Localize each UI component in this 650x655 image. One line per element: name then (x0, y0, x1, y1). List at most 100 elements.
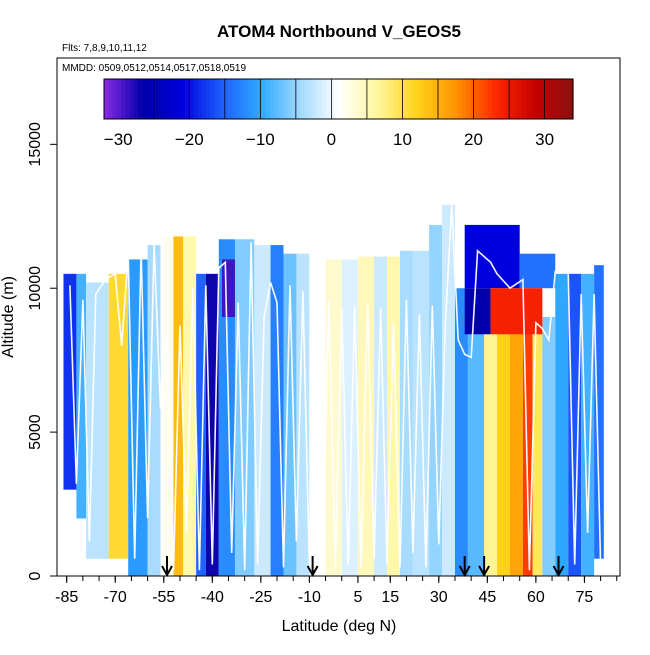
colorbar-swatch (415, 79, 421, 119)
colorbar-swatch (436, 79, 442, 119)
colorbar-swatch (364, 79, 369, 119)
colorbar-swatch (368, 79, 374, 119)
colorbar-swatch (278, 79, 284, 119)
colorbar-swatch (376, 79, 382, 119)
colorbar-swatch (223, 79, 229, 119)
colorbar-swatch (197, 79, 203, 119)
colorbar-swatch (466, 79, 472, 119)
heatmap-cell (309, 259, 326, 576)
colorbar-swatch (547, 79, 553, 119)
colorbar-tick-label: 20 (464, 130, 483, 149)
colorbar-swatch (453, 79, 459, 119)
x-tick-label: 15 (381, 589, 399, 606)
colorbar-swatch (445, 79, 450, 119)
colorbar-swatch (244, 79, 250, 119)
colorbar-swatch (193, 79, 199, 119)
flights-note: Flts: 7,8,9,10,11,12 (62, 43, 147, 54)
colorbar-swatch (104, 79, 109, 119)
x-tick-label: -10 (298, 589, 321, 606)
y-tick-label: 10000 (27, 266, 44, 311)
colorbar-swatch (321, 79, 327, 119)
x-axis-label: Latitude (deg N) (282, 618, 397, 635)
colorbar-swatch (423, 79, 429, 119)
location-arrows (161, 556, 565, 578)
x-tick-label: -85 (55, 589, 78, 606)
flight-tracks (69, 204, 602, 571)
colorbar-swatch (159, 79, 165, 119)
x-tick-label: 45 (478, 589, 496, 606)
colorbar-swatch (150, 79, 156, 119)
arrow-marker (458, 556, 471, 578)
heatmap-cell (522, 331, 533, 576)
x-tick-label: 5 (353, 589, 362, 606)
colorbar-swatch (283, 79, 288, 119)
colorbar-swatch (517, 79, 523, 119)
colorbar-swatch (219, 79, 224, 119)
heatmap-cell (542, 317, 556, 576)
colorbar-swatch (312, 79, 318, 119)
x-tick-label: 60 (527, 589, 545, 606)
colorbar-swatch (329, 79, 335, 119)
colorbar-swatch (513, 79, 519, 119)
colorbar-tick-label: −20 (175, 130, 204, 149)
plot-frame (56, 57, 621, 577)
heatmap-cell (387, 256, 400, 576)
colorbar-swatch (163, 79, 169, 119)
colorbar-swatch (304, 79, 310, 119)
colorbar-swatch (295, 79, 301, 119)
heatmap-cell (254, 245, 271, 577)
colorbar-swatch (155, 79, 161, 119)
heatmap-cell (86, 282, 109, 559)
colorbar-swatch (185, 79, 190, 119)
heatmap-cell (205, 273, 219, 576)
colorbar-swatch (206, 79, 212, 119)
heatmap-cells (63, 204, 604, 577)
heatmap-cell (108, 273, 129, 559)
heatmap-cell (490, 288, 543, 335)
colorbar-swatch (402, 79, 408, 119)
heatmap-cell (196, 273, 206, 576)
colorbar-swatch (474, 79, 480, 119)
colorbar-swatch (470, 79, 476, 119)
x-axis: -85 -70 -55 -40 -25 -10 5 15 30 45 60 75 (55, 576, 618, 606)
colorbar-swatch (440, 79, 446, 119)
colorbar-swatch (483, 79, 489, 119)
heatmap-cell (464, 288, 491, 335)
heatmap-cell (464, 224, 520, 289)
colorbar-swatch (551, 79, 557, 119)
x-tick-label: -55 (152, 589, 175, 606)
colorbar-swatch (487, 79, 493, 119)
colorbar-swatch (300, 79, 305, 119)
colorbar-tick-label: 30 (535, 130, 554, 149)
heatmap-cell (519, 253, 556, 289)
colorbar-swatch (449, 79, 455, 119)
colorbar-swatch (526, 79, 531, 119)
colorbar-swatch (261, 79, 267, 119)
arrow-marker (552, 556, 565, 578)
heatmap-cell (357, 256, 375, 576)
colorbar-swatch (274, 79, 280, 119)
colorbar-swatch (253, 79, 259, 119)
colorbar-swatch (398, 79, 404, 119)
heatmap-cell (76, 273, 87, 519)
heatmap-cell (467, 331, 485, 576)
colorbar-swatch (564, 79, 570, 119)
colorbar-frame (103, 78, 574, 120)
x-tick-label: -70 (104, 589, 127, 606)
colorbar-tick-label: 10 (393, 130, 412, 149)
x-tick-label: 30 (430, 589, 448, 606)
heatmap-cell (581, 273, 595, 576)
colorbar-swatch (236, 79, 242, 119)
y-tick-label: 5000 (27, 414, 44, 450)
colorbar-swatch (202, 79, 207, 119)
heatmap-cell (222, 259, 235, 317)
heatmap-cell (532, 331, 543, 576)
colorbar-swatch (432, 79, 438, 119)
colorbar-swatch (291, 79, 297, 119)
colorbar-swatch (342, 79, 348, 119)
colorbar-swatch (521, 79, 527, 119)
arrow-marker (478, 556, 490, 578)
heatmap-cell (594, 265, 604, 559)
colorbar-swatch (381, 79, 386, 119)
y-axis: 0 5000 10000 15000 (27, 122, 57, 580)
